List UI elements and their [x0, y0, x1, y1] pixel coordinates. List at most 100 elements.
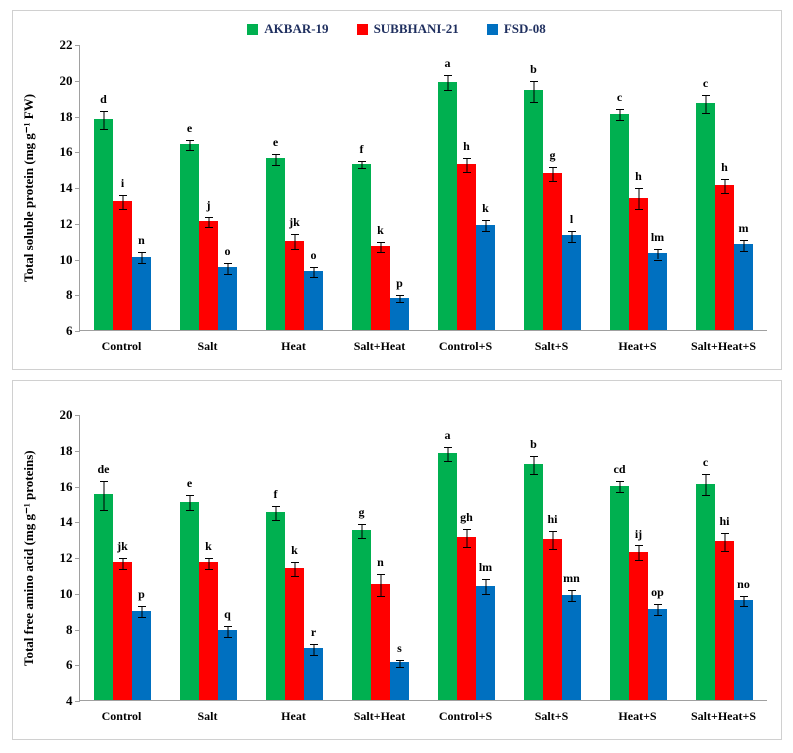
significance-letter: b [530, 437, 537, 452]
legend-swatch [357, 24, 368, 35]
error-bar [227, 263, 228, 274]
significance-letter: h [463, 139, 470, 154]
y-tick [75, 224, 80, 225]
error-cap [138, 617, 146, 618]
bar [199, 562, 218, 700]
legend: AKBAR-19 SUBBHANI-21 FSD-08 [13, 11, 781, 39]
significance-letter: de [98, 462, 110, 477]
error-cap [358, 524, 366, 525]
bar [524, 464, 543, 700]
error-cap [224, 626, 232, 627]
error-cap [530, 102, 538, 103]
error-bar [619, 481, 620, 492]
error-cap [377, 242, 385, 243]
y-tick-label: 4 [43, 693, 73, 709]
error-cap [100, 510, 108, 511]
y-tick-label: 20 [43, 73, 73, 89]
bar [266, 158, 285, 330]
x-tick-label: Control+S [439, 709, 492, 724]
error-bar [638, 545, 639, 559]
bar [132, 257, 151, 330]
bar [734, 244, 753, 330]
legend-label: SUBBHANI-21 [374, 21, 459, 37]
bar [371, 584, 390, 700]
error-bar [294, 234, 295, 248]
error-cap [740, 596, 748, 597]
error-cap [616, 109, 624, 110]
bar [476, 225, 495, 330]
error-bar [724, 533, 725, 551]
error-cap [654, 260, 662, 261]
bar [715, 541, 734, 700]
error-cap [549, 181, 557, 182]
error-cap [396, 660, 404, 661]
error-cap [463, 547, 471, 548]
error-cap [530, 456, 538, 457]
error-cap [377, 574, 385, 575]
error-cap [740, 251, 748, 252]
significance-letter: l [570, 212, 573, 227]
y-tick-label: 20 [43, 407, 73, 423]
y-tick-label: 10 [43, 586, 73, 602]
error-cap [205, 558, 213, 559]
error-bar [619, 109, 620, 120]
panel-protein: AKBAR-19 SUBBHANI-21 FSD-08 Total solubl… [12, 10, 782, 370]
y-tick [75, 260, 80, 261]
bar [218, 630, 237, 700]
error-cap [358, 538, 366, 539]
significance-letter: m [739, 221, 749, 236]
error-bar [103, 481, 104, 510]
error-bar [466, 158, 467, 172]
error-cap [616, 120, 624, 121]
significance-letter: k [205, 539, 212, 554]
error-cap [721, 193, 729, 194]
y-tick [75, 630, 80, 631]
error-cap [272, 165, 280, 166]
error-cap [444, 90, 452, 91]
error-cap [310, 655, 318, 656]
significance-letter: k [377, 223, 384, 238]
error-bar [447, 447, 448, 461]
bar [94, 494, 113, 700]
error-cap [721, 551, 729, 552]
error-bar [313, 267, 314, 278]
error-cap [100, 481, 108, 482]
y-tick-label: 18 [43, 109, 73, 125]
bar [438, 453, 457, 700]
y-tick [75, 188, 80, 189]
significance-letter: q [224, 607, 231, 622]
error-bar [141, 606, 142, 617]
significance-letter: p [396, 276, 403, 291]
y-tick [75, 701, 80, 702]
figure-container: AKBAR-19 SUBBHANI-21 FSD-08 Total solubl… [0, 0, 793, 753]
significance-letter: d [100, 92, 107, 107]
error-bar [533, 456, 534, 474]
error-cap [272, 154, 280, 155]
significance-letter: o [225, 244, 231, 259]
legend-item-subbhani: SUBBHANI-21 [357, 19, 459, 39]
error-cap [482, 579, 490, 580]
bar [113, 201, 132, 330]
error-cap [224, 274, 232, 275]
error-cap [138, 252, 146, 253]
y-tick-label: 16 [43, 479, 73, 495]
x-tick-label: Heat+S [618, 339, 656, 354]
significance-letter: gh [460, 510, 473, 525]
error-bar [705, 474, 706, 495]
y-tick [75, 522, 80, 523]
error-cap [186, 150, 194, 151]
y-tick [75, 45, 80, 46]
bar [715, 185, 734, 330]
significance-letter: jk [117, 539, 128, 554]
error-cap [224, 637, 232, 638]
y-tick [75, 331, 80, 332]
legend-swatch [487, 24, 498, 35]
error-cap [463, 158, 471, 159]
error-bar [294, 562, 295, 576]
error-cap [138, 606, 146, 607]
error-cap [186, 495, 194, 496]
x-tick-label: Salt+Heat [354, 709, 406, 724]
bar [304, 271, 323, 330]
bar [285, 241, 304, 330]
bar [457, 164, 476, 330]
